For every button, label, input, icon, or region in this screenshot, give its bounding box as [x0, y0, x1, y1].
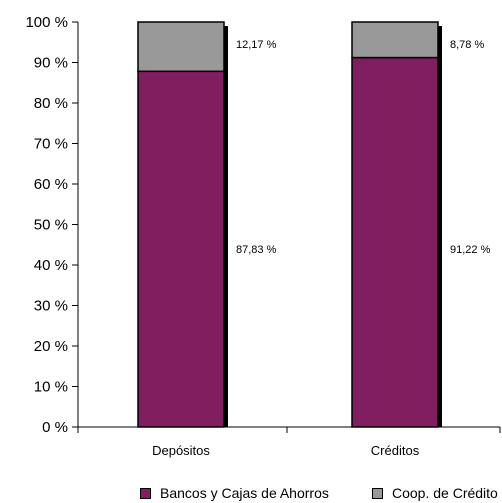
data-label: 87,83 % [236, 244, 277, 256]
legend-item-coop: Coop. de Crédito [372, 485, 498, 501]
data-label: 12,17 % [236, 39, 277, 51]
data-labels: 12,17 % 87,83 % 8,78 % 91,22 % [236, 39, 491, 256]
legend-label-coop: Coop. de Crédito [392, 485, 498, 501]
y-tick-label: 70 % [34, 136, 68, 153]
x-tick-label: Depósitos [152, 443, 210, 458]
y-tick-label: 30 % [34, 298, 68, 315]
legend-label-bancos: Bancos y Cajas de Ahorros [160, 485, 329, 501]
bars [137, 21, 442, 428]
y-tick-label: 0 % [42, 419, 68, 436]
bar-segment [351, 21, 439, 59]
legend: Bancos y Cajas de Ahorros Coop. de Crédi… [0, 485, 502, 503]
y-tick-label: 20 % [34, 338, 68, 355]
y-tick-label: 10 % [34, 379, 68, 396]
bar-segment [137, 21, 225, 73]
y-tick-label: 60 % [34, 176, 68, 193]
x-axis: Depósitos Créditos [77, 426, 501, 458]
legend-swatch-coop [372, 487, 383, 499]
data-label: 8,78 % [450, 39, 484, 51]
x-tick-label: Créditos [371, 443, 420, 458]
bar-shadow [224, 26, 228, 427]
y-tick-label: 80 % [34, 95, 68, 112]
bar-segment [137, 70, 225, 428]
y-tick-label: 40 % [34, 257, 68, 274]
bar-shadow [438, 26, 442, 427]
legend-item-bancos: Bancos y Cajas de Ahorros [140, 485, 329, 501]
bar-segment [351, 56, 439, 428]
y-tick-label: 100 % [25, 14, 68, 31]
data-label: 91,22 % [450, 244, 491, 256]
legend-swatch-bancos [140, 487, 151, 499]
y-axis: 0 % 10 % 20 % 30 % 40 % 50 % 60 % 70 % 80 % 90 % 1… [25, 14, 79, 436]
y-tick-label: 90 % [34, 55, 68, 72]
y-tick-label: 50 % [34, 217, 68, 234]
